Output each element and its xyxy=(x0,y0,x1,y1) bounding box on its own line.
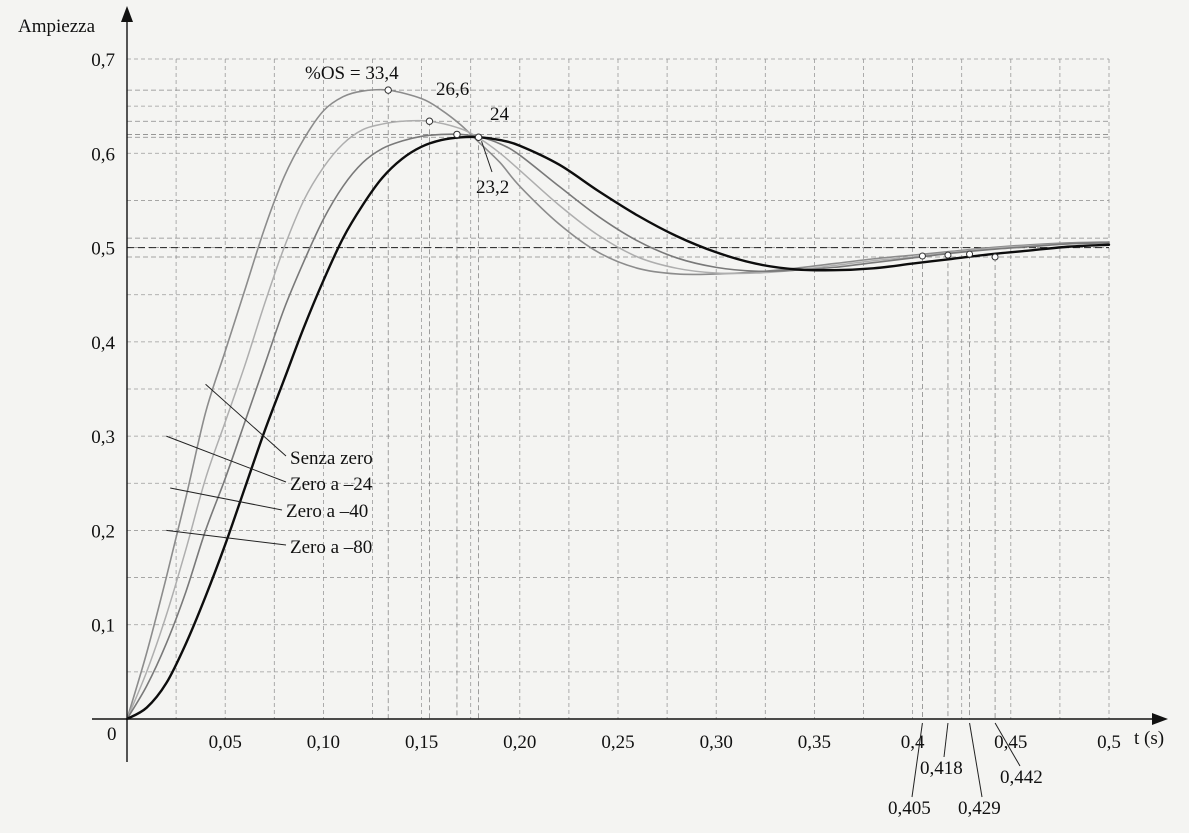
peak-marker xyxy=(425,117,434,125)
x-tick-label: 0,20 xyxy=(503,732,536,753)
settling-label: 0,405 xyxy=(888,798,931,819)
curve-label-leader xyxy=(205,383,287,457)
settling-label: 0,442 xyxy=(1000,767,1043,788)
axes xyxy=(92,6,1168,762)
y-tick-label: 0,5 xyxy=(91,239,115,260)
settling-marker xyxy=(991,253,999,261)
settling-leader-line xyxy=(943,722,949,758)
y-tick-label: 0,6 xyxy=(91,144,115,165)
tick-labels: 0 0,05 0,10 0,15 0,20 0,25 0,30 0,35 0,4 0,45 0,5 0… xyxy=(91,50,1121,753)
settling-leader-line xyxy=(911,722,923,798)
peak-marker xyxy=(384,86,392,94)
settling-label: 0,418 xyxy=(920,758,963,779)
peak-marker xyxy=(453,130,461,139)
settling-leader-line xyxy=(994,722,1021,767)
peak-marker xyxy=(474,133,483,141)
settling-marker xyxy=(966,250,974,258)
x-tick-label: 0,5 xyxy=(1097,732,1121,753)
x-tick-label: 0,10 xyxy=(307,732,340,753)
grid xyxy=(127,58,1110,719)
x-tick-label: 0,45 xyxy=(994,732,1027,753)
settling-label: 0,429 xyxy=(958,798,1001,819)
y-tick-label: 0,7 xyxy=(91,50,115,71)
x-axis-arrow xyxy=(1152,713,1168,725)
curve-zero-80 xyxy=(126,133,1110,720)
curve-label: Zero a –80 xyxy=(290,537,372,558)
x-tick-label: 0 xyxy=(107,724,117,745)
curve-label: Zero a –40 xyxy=(286,501,368,522)
markers xyxy=(384,86,999,261)
curve-label: Zero a –24 xyxy=(290,474,373,495)
x-tick-label: 0,15 xyxy=(405,732,438,753)
curve-label-leader xyxy=(166,435,287,483)
curve-senza-zero xyxy=(125,135,1111,721)
x-tick-label: 0,05 xyxy=(209,732,242,753)
x-tick-label: 0,4 xyxy=(901,732,925,753)
settling-marker xyxy=(918,252,926,260)
peak-leader-line xyxy=(481,141,493,173)
curve-label-leader xyxy=(166,529,287,546)
peak-label: 26,6 xyxy=(436,79,469,100)
settling-marker xyxy=(944,251,952,259)
curve-label: Senza zero xyxy=(290,448,373,469)
annotations: %OS = 33,4 26,6 24 23,2 0,405 0,418 0,429 0,442… xyxy=(166,63,1043,819)
y-axis-arrow xyxy=(121,6,133,22)
y-tick-label: 0,3 xyxy=(91,427,115,448)
reference-lines xyxy=(127,89,1109,719)
peak-label: 24 xyxy=(490,104,510,125)
x-tick-label: 0,35 xyxy=(798,732,831,753)
x-tick-label: 0,25 xyxy=(601,732,634,753)
y-tick-label: 0,1 xyxy=(91,616,115,637)
y-axis-title: Ampiezza xyxy=(18,16,96,37)
x-axis-title: t (s) xyxy=(1134,728,1164,749)
y-tick-label: 0,4 xyxy=(91,333,115,354)
peak-label: %OS = 33,4 xyxy=(305,63,399,84)
x-tick-label: 0,30 xyxy=(700,732,733,753)
peak-label: 23,2 xyxy=(476,177,509,198)
y-tick-label: 0,2 xyxy=(91,521,115,542)
curves xyxy=(125,88,1111,721)
settling-leader-line xyxy=(969,722,983,798)
curve-label-leader xyxy=(170,487,283,511)
